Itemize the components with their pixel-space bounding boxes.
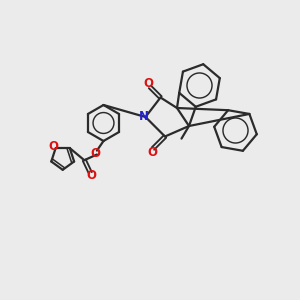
Text: O: O: [90, 147, 100, 160]
Text: O: O: [87, 169, 97, 182]
Text: O: O: [147, 146, 157, 159]
Text: O: O: [49, 140, 58, 153]
Text: O: O: [143, 77, 154, 90]
Text: N: N: [139, 110, 149, 124]
